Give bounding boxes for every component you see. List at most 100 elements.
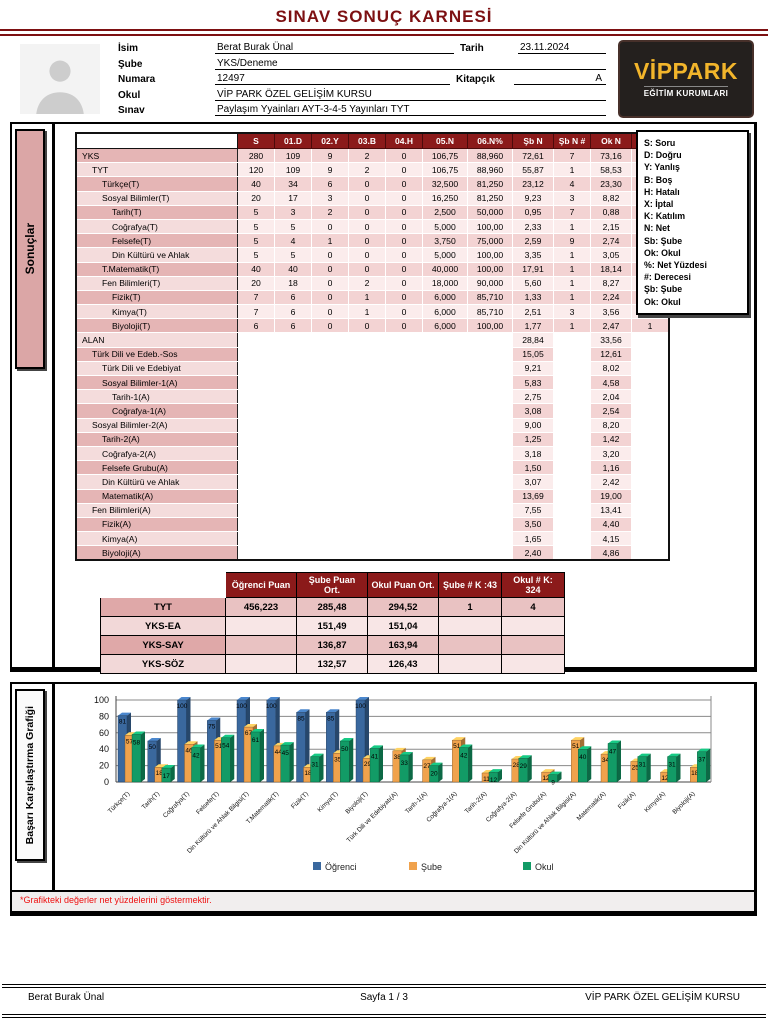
value-cell — [274, 403, 312, 419]
value-cell: 3,07 — [512, 474, 554, 490]
bar-side — [305, 709, 310, 782]
value-cell: 1 — [553, 247, 591, 263]
value-cell: 3 — [311, 190, 349, 206]
summary-row-label: YKS-EA — [100, 616, 226, 636]
bar-value-label: 100 — [236, 703, 247, 710]
bar-top — [489, 769, 502, 773]
value-cell: 18,14 — [590, 261, 632, 277]
x-axis-label: Kimya(A) — [643, 790, 667, 814]
value-cell — [467, 431, 513, 447]
row-label: Coğrafya(T) — [75, 218, 238, 235]
bar — [429, 765, 439, 783]
value-cell — [422, 431, 468, 447]
summary-value-cell — [225, 654, 297, 674]
value-cell — [274, 502, 312, 518]
footer-divider — [2, 984, 766, 988]
row-label: Tarih-2(A) — [75, 431, 238, 447]
bar-top — [221, 734, 235, 738]
summary-row: YKS-SÖZ 132,57 126,43 — [100, 654, 565, 674]
results-section-rail: Sonuçlar — [12, 124, 55, 667]
value-cell: 50,000 — [467, 204, 513, 220]
value-cell — [348, 417, 386, 433]
value-cell: 9 — [553, 233, 591, 249]
value-cell — [385, 445, 423, 462]
value-cell: 0 — [385, 304, 423, 320]
value-cell: 20 — [237, 190, 275, 206]
x-axis-label: Biyoloji(T) — [344, 790, 369, 815]
bar-value-label: 100 — [266, 703, 277, 710]
value-cell — [553, 531, 591, 547]
value-cell: 0 — [385, 162, 423, 178]
value-cell — [553, 374, 591, 391]
table-row: Türk Dili ve Edebiyat 9,21 8,02 — [75, 360, 670, 377]
table-row: Türk Dili ve Edeb.-Sos 15,05 12,61 — [75, 346, 670, 362]
value-cell — [348, 332, 386, 348]
bar-value-label: 42 — [460, 753, 468, 760]
value-cell — [385, 460, 423, 476]
value-cell — [274, 417, 312, 433]
student-photo-placeholder — [20, 44, 100, 114]
value-cell — [274, 445, 312, 462]
table-row: Sosyal Bilimler-1(A) 5,83 4,58 — [75, 374, 670, 391]
logo-brand-text: VİPPARK — [633, 58, 739, 84]
bar-value-label: 46 — [185, 747, 193, 754]
chart-footnote: *Grafikteki değerler net yüzdelerini gös… — [12, 890, 754, 911]
value-cell — [553, 460, 591, 476]
value-cell: 2,24 — [590, 289, 632, 306]
x-axis-label: Kimya(T) — [316, 790, 339, 813]
bar — [250, 731, 261, 783]
table-row: Fen Bilimleri(T) 20 18 0 2 0 18,000 90,000 5,60 1… — [75, 275, 670, 291]
value-cell: 0 — [385, 261, 423, 277]
value-cell — [237, 502, 275, 518]
value-cell — [422, 389, 468, 405]
value-cell — [467, 445, 513, 462]
value-cell: 40 — [274, 261, 312, 277]
summary-value-cell: 285,48 — [296, 597, 368, 617]
value-cell: 5 — [237, 218, 275, 235]
person-silhouette-icon — [36, 60, 84, 114]
value-cell: 3,35 — [512, 247, 554, 263]
row-label: TYT — [75, 162, 238, 178]
row-label: Tarih(T) — [75, 204, 238, 220]
bar-value-label: 31 — [311, 762, 319, 769]
chart-legend-swatch — [313, 862, 321, 870]
value-cell: 2 — [348, 147, 386, 164]
bar-value-label: 40 — [579, 754, 587, 761]
column-header: 04.H — [385, 132, 423, 149]
value-cell — [348, 346, 386, 362]
value-cell — [311, 531, 349, 547]
summary-value-cell: 136,87 — [296, 635, 368, 655]
value-cell: 109 — [274, 162, 312, 178]
value-cell — [467, 474, 513, 490]
value-cell — [237, 488, 275, 504]
value-cell: 0 — [348, 190, 386, 206]
value-cell — [274, 346, 312, 362]
value-cell — [385, 488, 423, 504]
value-cell — [467, 502, 513, 518]
value-cell: 12,61 — [590, 346, 632, 362]
value-cell — [631, 417, 670, 433]
value-cell — [311, 403, 349, 419]
legend-item: D: Doğru — [644, 150, 682, 161]
x-axis-label: Felsefe(T) — [195, 790, 221, 816]
okul-value: VİP PARK ÖZEL GELİŞİM KURSU — [215, 89, 606, 101]
value-cell — [237, 417, 275, 433]
value-cell — [553, 417, 591, 433]
bar-value-label: 51 — [453, 743, 461, 750]
value-cell: 4,58 — [590, 374, 632, 391]
value-cell — [348, 389, 386, 405]
value-cell — [553, 488, 591, 504]
value-cell: 100,00 — [467, 318, 513, 334]
bar — [326, 712, 336, 783]
value-cell — [274, 488, 312, 504]
summary-value-cell: 151,04 — [367, 616, 439, 636]
results-section-content: S 01.D 02.Y 03.B 04.H 05.N 06.N% Şb N Şb N # Ok N… — [55, 124, 754, 674]
value-cell: 0 — [311, 247, 349, 263]
bar-value-label: 42 — [192, 753, 200, 760]
value-cell — [274, 460, 312, 476]
bar-value-label: 18 — [156, 770, 164, 777]
bar-top — [326, 709, 340, 713]
value-cell — [311, 502, 349, 518]
